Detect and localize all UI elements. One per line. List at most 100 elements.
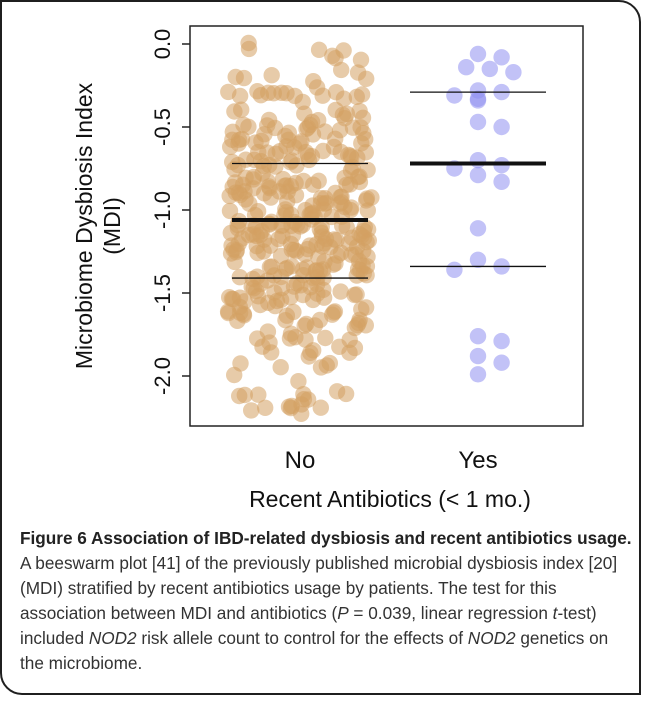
data-point-no bbox=[266, 297, 284, 315]
data-point-no bbox=[233, 230, 251, 247]
x-category-label: Yes bbox=[458, 447, 497, 474]
data-point-no bbox=[248, 228, 265, 245]
data-point-no bbox=[357, 299, 375, 316]
data-point-no bbox=[315, 289, 333, 306]
caption-text: -test) included bbox=[20, 603, 597, 648]
data-point-no bbox=[290, 373, 307, 390]
data-point-no bbox=[249, 83, 266, 100]
data-point-no bbox=[308, 79, 326, 96]
data-point-no bbox=[274, 170, 292, 188]
data-point-no bbox=[240, 118, 257, 135]
data-point-no bbox=[338, 105, 356, 123]
x-category-label: No bbox=[285, 447, 316, 474]
data-point-no bbox=[336, 169, 353, 186]
data-point-no bbox=[313, 224, 330, 242]
data-point-no bbox=[332, 283, 349, 300]
data-point-no bbox=[231, 269, 248, 286]
data-point-no bbox=[224, 153, 241, 171]
data-point-no bbox=[350, 252, 368, 270]
caption-italic-nod2: NOD2 bbox=[88, 628, 137, 648]
data-point-no bbox=[283, 397, 300, 415]
caption-text: The test for this association between MD… bbox=[20, 578, 557, 623]
y-axis: 0.0 -0.5 -1.0 -1.5 -2.0 bbox=[150, 29, 190, 395]
data-point-no bbox=[317, 329, 334, 347]
data-point-yes bbox=[469, 113, 487, 131]
data-point-no bbox=[302, 344, 319, 361]
data-point-no bbox=[267, 158, 284, 175]
data-point-no bbox=[328, 232, 345, 249]
data-point-no bbox=[278, 138, 295, 155]
data-point-no bbox=[356, 218, 373, 236]
data-point-yes bbox=[493, 49, 510, 66]
data-point-yes bbox=[481, 60, 498, 78]
data-point-no bbox=[282, 325, 300, 342]
data-point-no bbox=[346, 286, 363, 304]
data-point-yes bbox=[469, 328, 487, 345]
data-point-no bbox=[265, 85, 282, 102]
caption-text: risk allele count to control for the eff… bbox=[136, 628, 444, 648]
data-point-no bbox=[227, 174, 244, 191]
data-point-no bbox=[231, 87, 249, 105]
data-point-no bbox=[327, 50, 344, 67]
data-point-no bbox=[232, 355, 249, 372]
data-point-no bbox=[263, 67, 280, 84]
data-point-no bbox=[249, 203, 267, 220]
data-point-no bbox=[260, 111, 278, 129]
data-point-no bbox=[346, 319, 364, 337]
caption-italic-t: t bbox=[552, 603, 558, 623]
data-point-no bbox=[285, 303, 302, 321]
data-point-no bbox=[298, 315, 315, 333]
y-tick-label: 0.0 bbox=[150, 29, 175, 60]
data-point-no bbox=[243, 402, 260, 419]
data-point-no bbox=[295, 267, 312, 284]
figure-caption: Figure 6 Association of IBD-related dysb… bbox=[20, 526, 632, 676]
caption-text: of bbox=[448, 628, 468, 648]
data-point-yes bbox=[446, 261, 463, 278]
data-point-yes bbox=[469, 220, 487, 237]
caption-title: Figure 6 Association of IBD-related dysb… bbox=[20, 528, 632, 548]
data-point-yes bbox=[458, 58, 475, 76]
data-point-no bbox=[305, 176, 322, 193]
caption-italic-p: P bbox=[337, 603, 349, 623]
data-point-no bbox=[312, 399, 329, 416]
summary-lines bbox=[232, 91, 546, 279]
caption-text: A beeswarm plot [41] of the previously p… bbox=[20, 553, 463, 573]
data-point-yes bbox=[493, 118, 510, 136]
caption-text: genetics on the microbiome. bbox=[20, 628, 609, 673]
data-point-no bbox=[358, 190, 376, 207]
data-point-no bbox=[228, 243, 245, 261]
data-point-no bbox=[327, 84, 345, 101]
data-point-no bbox=[231, 298, 248, 316]
data-point-no bbox=[250, 386, 267, 403]
data-point-no bbox=[245, 171, 262, 188]
data-point-no bbox=[283, 152, 301, 169]
x-axis: No Yes bbox=[285, 447, 498, 474]
data-point-yes bbox=[469, 45, 487, 63]
data-point-yes bbox=[469, 152, 487, 169]
data-point-no bbox=[324, 306, 341, 323]
data-point-no bbox=[353, 135, 370, 152]
data-point-no bbox=[327, 184, 344, 202]
data-point-no bbox=[252, 296, 269, 314]
data-point-no bbox=[344, 119, 362, 136]
data-point-no bbox=[352, 51, 370, 68]
data-point-no bbox=[277, 260, 294, 278]
data-point-no bbox=[358, 267, 375, 284]
data-point-no bbox=[256, 126, 273, 143]
data-point-no bbox=[227, 68, 244, 86]
data-point-no bbox=[298, 120, 315, 138]
data-point-no bbox=[299, 240, 316, 258]
data-point-no bbox=[297, 331, 314, 348]
caption-text: regression bbox=[467, 603, 553, 623]
data-point-no bbox=[354, 109, 372, 127]
data-point-no bbox=[271, 183, 288, 200]
y-tick-label: -0.5 bbox=[150, 108, 175, 146]
data-point-no bbox=[321, 354, 338, 372]
data-point-yes bbox=[493, 332, 510, 350]
data-point-no bbox=[257, 399, 274, 416]
y-tick-label: -2.0 bbox=[150, 357, 175, 395]
data-point-no bbox=[349, 64, 367, 81]
data-point-no bbox=[252, 275, 269, 293]
data-point-no bbox=[278, 85, 295, 102]
y-tick-label: -1.0 bbox=[150, 191, 175, 229]
